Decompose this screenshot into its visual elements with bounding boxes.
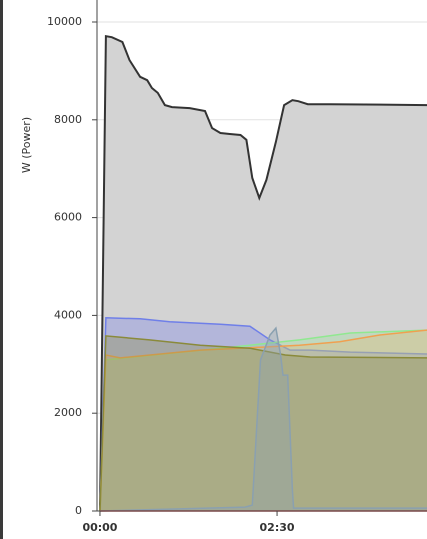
series-line [99,317,427,512]
series-line [99,326,427,512]
series-line [99,335,427,512]
series-line [99,329,427,512]
area-fill [99,330,427,511]
y-tick-label: 10000 [47,15,82,28]
area-fill [99,317,427,511]
area-fill [99,330,427,511]
x-tick-label: 02:30 [260,521,295,534]
series-line [99,35,427,512]
y-tick-label: 0 [75,504,82,517]
area-fill [99,36,427,511]
y-axis-label: W (Power) [20,117,33,173]
x-tick-label: 00:00 [82,521,117,534]
y-tick-label: 8000 [54,113,82,126]
area-fill [99,328,427,511]
y-tick-label: 2000 [54,406,82,419]
y-tick-label: 4000 [54,308,82,321]
y-tick-label: 6000 [54,211,82,224]
left-border [0,0,3,539]
area-fill [99,335,427,511]
